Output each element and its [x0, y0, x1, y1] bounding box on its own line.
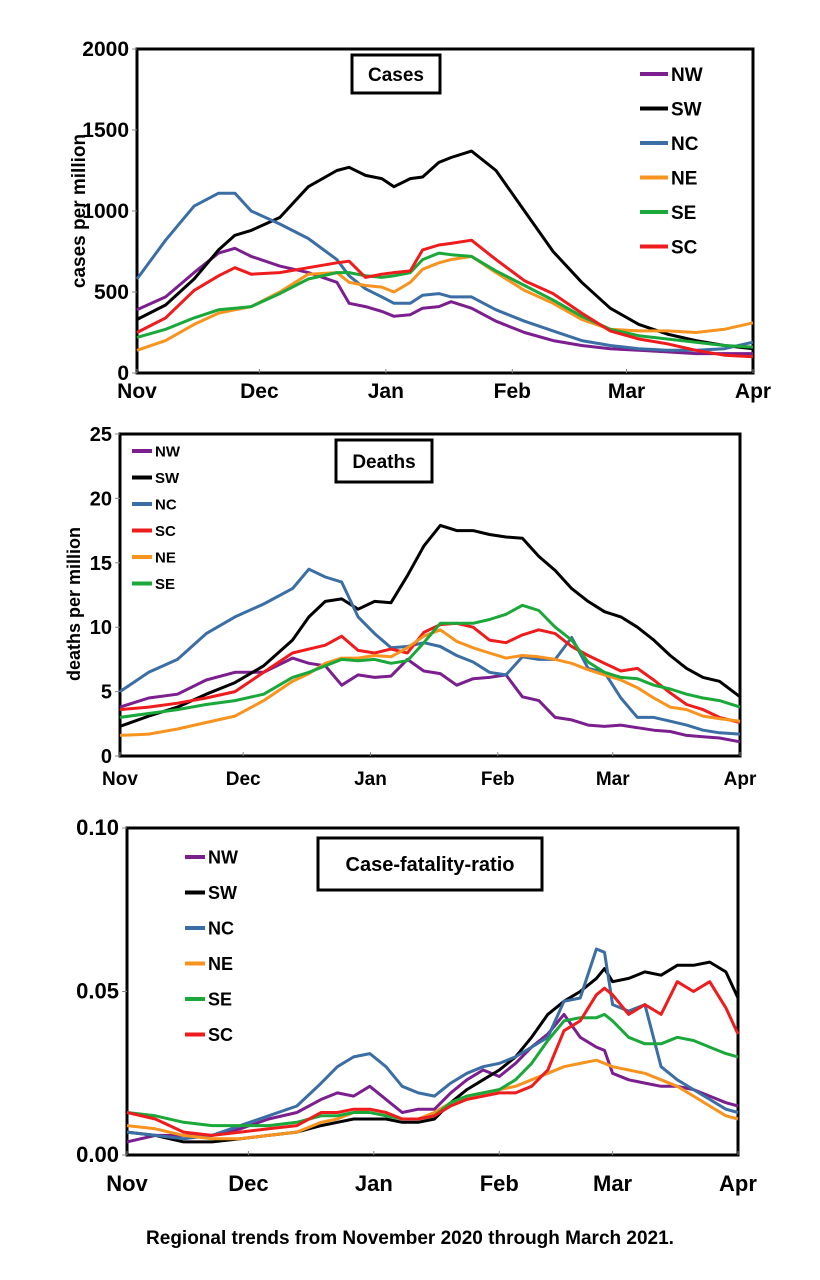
series-line-se [136, 251, 754, 349]
y-tick-label: 25 [90, 424, 112, 446]
chart-title: Case-fatality-ratio [346, 854, 515, 876]
y-axis-label: deaths per million [64, 527, 84, 681]
legend-label-sc: SC [155, 523, 176, 540]
legend-label-nw: NW [208, 847, 238, 867]
chart-title: Cases [368, 65, 424, 86]
legend-label-sw: SW [671, 99, 702, 120]
series-line-nw [126, 1012, 739, 1144]
x-tick-label: Dec [228, 1171, 268, 1196]
x-tick-label: Dec [240, 380, 279, 403]
chart-title: Deaths [352, 452, 415, 473]
chart-1: 0 5 10 15 20 25 Nov Dec Jan Feb Mar Apr deaths per m… [64, 424, 757, 790]
legend-label-ne: NE [155, 549, 176, 566]
y-tick-label: 2000 [82, 38, 129, 61]
y-tick-label: 20 [90, 488, 112, 510]
legend-label-nw: NW [671, 65, 703, 86]
legend-label-sw: SW [155, 470, 180, 487]
x-tick-label: Feb [481, 769, 515, 790]
series-line-sc [126, 980, 740, 1137]
x-tick-label: Jan [354, 769, 387, 790]
legend-label-sc: SC [208, 1025, 233, 1045]
x-tick-label: Dec [226, 769, 261, 790]
y-tick-label: 0.00 [76, 1142, 119, 1167]
series-line-nc [135, 191, 754, 352]
x-tick-label: Apr [724, 769, 757, 790]
series-line-sw [136, 149, 754, 351]
series-line-nw [119, 656, 741, 744]
figure-caption: Regional trends from November 2020 throu… [146, 1228, 674, 1249]
series-line-ne [119, 628, 741, 737]
legend-label-se: SE [155, 576, 175, 593]
legend-label-ne: NE [208, 954, 233, 974]
y-tick-label: 0.10 [76, 815, 119, 840]
y-tick-label: 5 [101, 682, 112, 704]
series-line-nw [136, 246, 753, 356]
y-tick-label: 0 [117, 362, 129, 385]
x-tick-label: Apr [735, 380, 771, 403]
legend-label-nc: NC [155, 496, 177, 513]
legend-label-ne: NE [671, 168, 697, 189]
legend-label-nc: NC [208, 918, 234, 938]
series-line-sw [119, 523, 741, 728]
y-tick-label: 15 [90, 553, 112, 575]
chart-title-box [334, 438, 434, 484]
chart-0: 0 500 1000 1500 2000 Nov Dec Jan Feb Mar Apr cases … [69, 38, 771, 403]
legend-label-sw: SW [208, 883, 237, 903]
x-tick-label: Nov [106, 1171, 148, 1196]
legend-label-sc: SC [671, 237, 698, 258]
legend-label-nw: NW [155, 443, 181, 460]
x-tick-label: Mar [608, 380, 645, 403]
x-tick-label: Nov [102, 769, 138, 790]
x-tick-label: Mar [593, 1171, 633, 1196]
x-tick-label: Jan [355, 1171, 393, 1196]
chart-title-box [350, 53, 442, 95]
chart-2: 0.00 0.05 0.10 Nov Dec Jan Feb Mar Apr Case-fatal… [76, 815, 757, 1196]
series-line-sc [136, 238, 754, 359]
legend-label-se: SE [671, 203, 696, 224]
y-tick-label: 1500 [82, 119, 129, 142]
chart-title-box [316, 836, 544, 892]
y-tick-label: 10 [90, 617, 112, 639]
legend-label-nc: NC [671, 134, 699, 155]
x-tick-label: Feb [480, 1171, 519, 1196]
x-tick-label: Apr [719, 1171, 757, 1196]
y-axis-label: cases per million [69, 134, 90, 288]
y-tick-label: 500 [94, 281, 129, 304]
x-tick-label: Mar [596, 769, 630, 790]
x-tick-label: Jan [368, 380, 404, 403]
y-tick-label: 0.05 [76, 979, 119, 1004]
series-line-nc [126, 947, 739, 1141]
x-tick-label: Nov [117, 380, 157, 403]
y-tick-label: 1000 [82, 200, 129, 223]
series-line-se [119, 603, 741, 719]
series-line-sc [119, 621, 741, 724]
legend-label-se: SE [208, 989, 232, 1009]
x-tick-label: Feb [494, 380, 531, 403]
series-line-se [126, 1012, 739, 1128]
y-tick-label: 0 [101, 746, 112, 768]
series-line-nc [119, 567, 741, 736]
